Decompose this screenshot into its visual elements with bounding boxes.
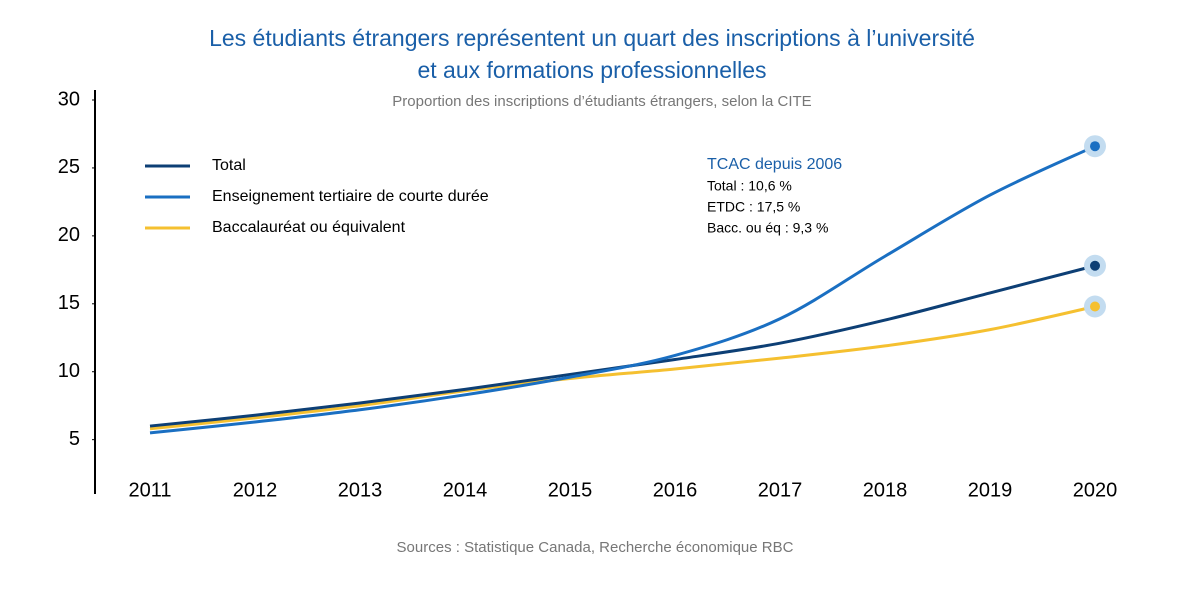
x-tick-label: 2020	[1073, 479, 1118, 501]
x-tick-label: 2012	[233, 479, 278, 501]
x-tick-label: 2018	[863, 479, 908, 501]
chart-title: Les étudiants étrangers représentent un …	[209, 25, 975, 51]
x-tick-label: 2014	[443, 479, 488, 501]
y-tick-label: 5	[69, 428, 80, 450]
series-line	[149, 264, 1096, 428]
end-point	[1090, 260, 1100, 271]
x-tick-label: 2011	[128, 479, 171, 501]
legend-label: Enseignement tertiaire de courte durée	[212, 188, 489, 205]
legend-label: Baccalauréat ou équivalent	[212, 219, 406, 236]
x-tick-label: 2019	[968, 479, 1013, 501]
x-tick-label: 2016	[653, 479, 698, 501]
annotation: Bacc. ou éq : 9,3 %	[707, 220, 828, 236]
chart-subtitle: Proportion des inscriptions d’étudiants …	[392, 93, 811, 110]
y-tick-label: 15	[58, 292, 80, 314]
y-tick-label: 30	[58, 88, 80, 110]
series-line	[149, 305, 1096, 431]
annotation-title: TCAC depuis 2006	[707, 156, 842, 173]
end-point	[1090, 301, 1100, 312]
x-tick-label: 2015	[548, 479, 593, 501]
end-point	[1090, 141, 1100, 152]
series-line	[149, 144, 1096, 435]
annotation: ETDC : 17,5 %	[707, 199, 800, 215]
annotation: Total : 10,6 %	[707, 178, 792, 194]
chart-title: et aux formations professionnelles	[417, 57, 766, 83]
source: Sources : Statistique Canada, Recherche …	[397, 539, 794, 556]
y-tick-label: 25	[58, 156, 80, 178]
y-tick-label: 10	[58, 360, 80, 382]
y-tick-label: 20	[58, 224, 80, 246]
x-tick-label: 2017	[758, 479, 803, 501]
legend-label: Total	[212, 157, 246, 174]
x-tick-label: 2013	[338, 479, 383, 501]
